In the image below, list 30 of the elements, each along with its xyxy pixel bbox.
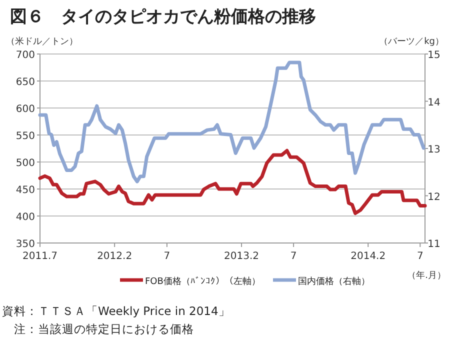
- y-tick-label: 650: [16, 77, 35, 88]
- x-tick-label: 7: [164, 251, 170, 262]
- legend-label: 国内価格（右軸）: [298, 276, 370, 287]
- y-tick-label: 400: [16, 212, 35, 223]
- y2-tick-label: 12: [428, 192, 440, 203]
- line-series: [38, 148, 427, 216]
- y-tick-label: 350: [16, 239, 35, 250]
- y2-tick-label: 14: [428, 97, 440, 108]
- y-tick-label: 700: [16, 50, 35, 61]
- legend-label: FOB価格（ﾊﾞﾝｺｸ）（左軸）: [145, 276, 260, 287]
- y-axis-title: （米ドル／トン）: [6, 36, 78, 47]
- y-tick-label: 600: [16, 104, 35, 115]
- x-tick-label: 2012.2: [97, 251, 132, 262]
- x-tick-label: 2013.2: [224, 251, 260, 262]
- x-tick-label: 7: [416, 251, 424, 262]
- text: 注：当該週の特定日における価格: [14, 322, 194, 336]
- y2-tick-label: 15: [428, 50, 440, 61]
- chart-title: 図６ タイのタピオカでん粉価格の推移: [10, 7, 316, 27]
- text: 資料：ＴＴＳＡ「Weekly Price in 2014」: [2, 304, 230, 318]
- y2-axis-title: （バーツ／kg）: [379, 37, 444, 47]
- x-tick-label: 2014.2: [350, 251, 386, 262]
- x-tick-label: 7: [290, 251, 297, 262]
- y-tick-label: 550: [16, 131, 35, 142]
- y-tick-label: 450: [16, 185, 35, 196]
- x-tick-label: 2011.7: [22, 251, 58, 262]
- x-axis-title: （年.月）: [407, 270, 446, 281]
- line-series: [38, 60, 426, 184]
- y2-tick-label: 13: [428, 144, 440, 156]
- y-tick-label: 500: [16, 158, 35, 169]
- y2-tick-label: 11: [428, 239, 440, 250]
